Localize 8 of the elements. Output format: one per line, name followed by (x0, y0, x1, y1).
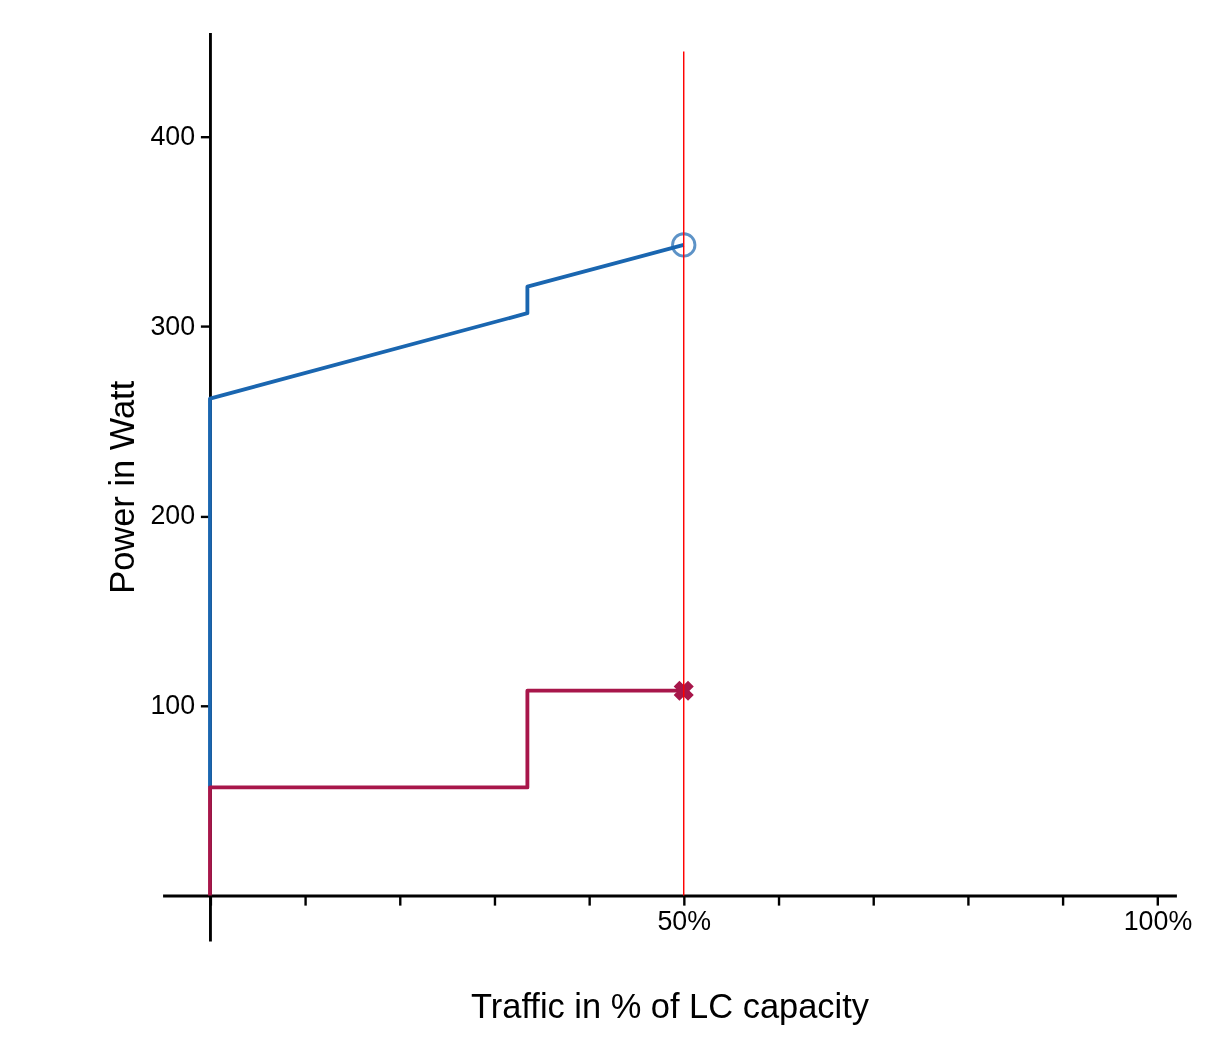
x-tick-label: 100% (1123, 906, 1193, 937)
x-axis-title: Traffic in % of LC capacity (471, 987, 870, 1026)
y-tick-label: 200 (150, 500, 196, 531)
y-axis-title: Power in Watt (102, 380, 141, 594)
y-tick-label: 400 (150, 120, 196, 151)
y-tick-label: 300 (150, 310, 196, 341)
y-tick-label: 100 (150, 690, 196, 721)
x-tick-label: 50% (657, 906, 711, 937)
